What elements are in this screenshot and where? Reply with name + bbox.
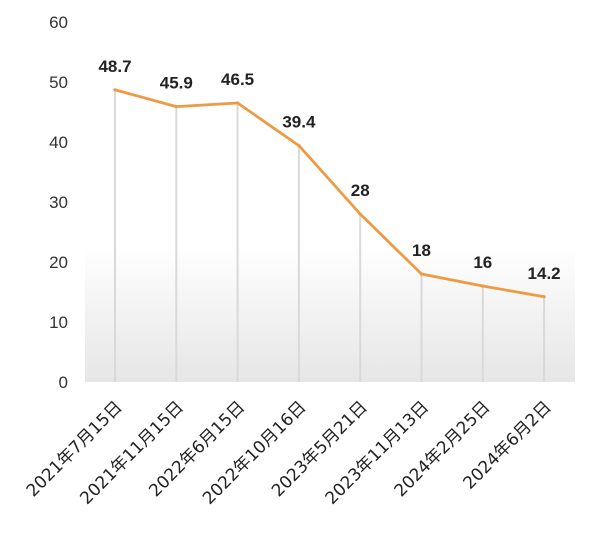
- y-axis: 0 10 20 30 40 50 60: [49, 13, 68, 392]
- data-labels: 48.7 45.9 46.5 39.4 28 18 16 14.2: [98, 57, 560, 283]
- y-tick-label: 10: [49, 313, 68, 332]
- data-label: 48.7: [98, 57, 131, 76]
- data-label: 28: [351, 181, 370, 200]
- plot-area: [85, 22, 575, 382]
- y-tick-label: 0: [59, 373, 68, 392]
- data-label: 16: [473, 253, 492, 272]
- drop-lines: [114, 89, 546, 382]
- data-label: 14.2: [528, 264, 561, 283]
- x-tick-label: 2021年11月15日: [76, 397, 187, 508]
- data-point: [419, 272, 424, 276]
- data-point: [113, 88, 117, 92]
- y-tick-label: 40: [49, 133, 68, 152]
- data-point: [236, 101, 240, 105]
- series-line-group: [113, 88, 546, 299]
- data-point: [358, 212, 362, 216]
- y-tick-label: 50: [49, 73, 68, 92]
- x-axis: 2021年7月15日2021年11月15日2022年6月15日2022年10月1…: [23, 397, 556, 508]
- data-label: 45.9: [160, 74, 193, 93]
- y-tick-label: 30: [49, 193, 68, 212]
- data-label: 18: [412, 241, 431, 260]
- data-point: [174, 105, 178, 109]
- x-tick-label: 2022年10月16日: [199, 397, 310, 508]
- data-label: 39.4: [282, 113, 316, 132]
- series-line: [113, 88, 546, 299]
- x-tick-label: 2023年11月13日: [322, 397, 433, 508]
- data-point: [481, 284, 485, 288]
- data-point: [542, 295, 546, 299]
- y-tick-label: 20: [49, 253, 68, 272]
- data-point: [297, 144, 301, 148]
- data-label: 46.5: [221, 70, 254, 89]
- y-tick-label: 60: [49, 13, 68, 32]
